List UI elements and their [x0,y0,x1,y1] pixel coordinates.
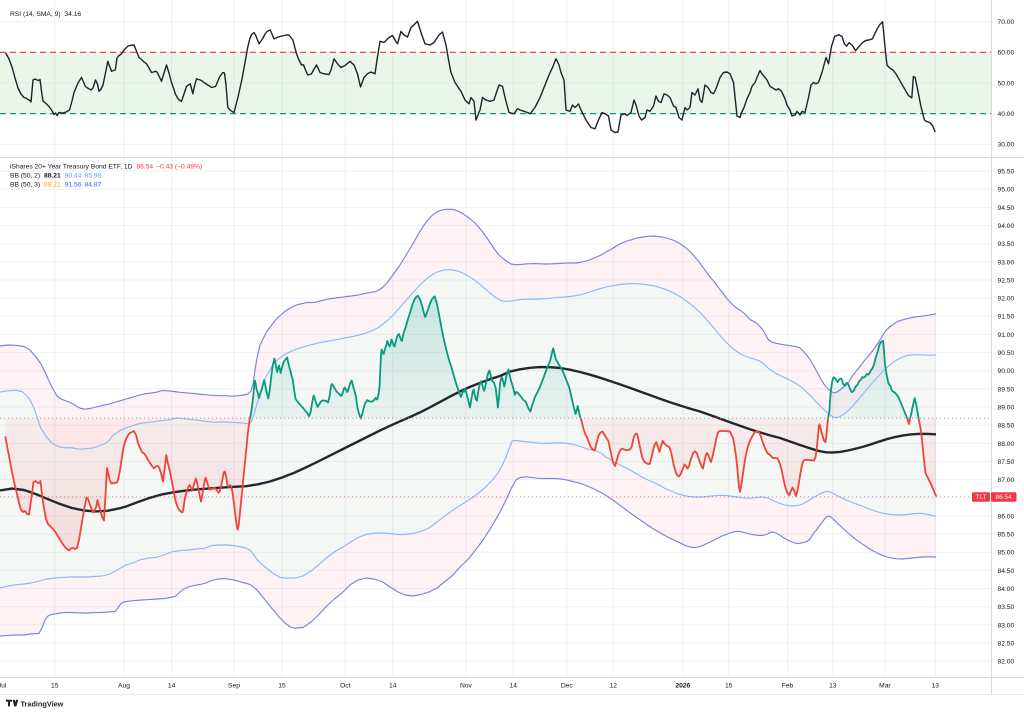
svg-text:82.00: 82.00 [998,659,1015,666]
svg-text:91.50: 91.50 [998,314,1015,321]
svg-text:90.50: 90.50 [998,350,1015,357]
svg-text:40.00: 40.00 [998,111,1015,118]
svg-text:TradingView: TradingView [21,699,64,708]
svg-text:Jul: Jul [0,682,7,689]
svg-text:86.54: 86.54 [996,494,1013,501]
svg-text:93.00: 93.00 [998,259,1015,266]
svg-text:70.00: 70.00 [998,19,1015,26]
svg-text:84.50: 84.50 [998,568,1015,575]
svg-text:83.50: 83.50 [998,604,1015,611]
svg-text:Nov: Nov [460,682,473,689]
svg-text:13: 13 [932,682,940,689]
svg-text:88.50: 88.50 [998,423,1015,430]
svg-text:92.50: 92.50 [998,277,1015,284]
svg-text:87.50: 87.50 [998,459,1015,466]
svg-text:13: 13 [829,682,837,689]
svg-text:15: 15 [278,682,286,689]
svg-text:TLT: TLT [976,494,987,501]
svg-text:Mar: Mar [879,682,891,689]
svg-text:Aug: Aug [118,682,130,689]
svg-text:85.00: 85.00 [998,550,1015,557]
svg-text:60.00: 60.00 [998,50,1015,57]
svg-text:12: 12 [609,682,617,689]
svg-text:93.50: 93.50 [998,241,1015,248]
svg-text:84.00: 84.00 [998,586,1015,593]
svg-text:94.50: 94.50 [998,205,1015,212]
svg-text:83.00: 83.00 [998,622,1015,629]
svg-text:88.00: 88.00 [998,441,1015,448]
svg-text:14: 14 [510,682,518,689]
svg-text:89.00: 89.00 [998,404,1015,411]
svg-text:87.00: 87.00 [998,477,1015,484]
svg-text:Sep: Sep [228,682,240,689]
svg-text:90.00: 90.00 [998,368,1015,375]
svg-text:86.00: 86.00 [998,513,1015,520]
svg-text:iShares 20+ Year Treasury Bond: iShares 20+ Year Treasury Bond ETF, 1D 8… [10,164,202,171]
svg-text:85.50: 85.50 [998,532,1015,539]
svg-text:RSI (14, SMA, 9) 34.16: RSI (14, SMA, 9) 34.16 [10,11,81,18]
svg-text:95.50: 95.50 [998,169,1015,176]
svg-text:82.50: 82.50 [998,640,1015,647]
svg-text:50.00: 50.00 [998,80,1015,87]
svg-text:14: 14 [168,682,176,689]
svg-text:Dec: Dec [561,682,574,689]
svg-text:2026: 2026 [675,682,690,689]
svg-text:15: 15 [51,682,59,689]
svg-text:95.00: 95.00 [998,187,1015,194]
svg-text:94.00: 94.00 [998,223,1015,230]
svg-text:89.50: 89.50 [998,386,1015,393]
svg-text:Oct: Oct [340,682,351,689]
svg-text:14: 14 [389,682,397,689]
svg-text:Feb: Feb [782,682,794,689]
svg-text:92.00: 92.00 [998,296,1015,303]
svg-text:91.00: 91.00 [998,332,1015,339]
svg-text:15: 15 [725,682,733,689]
svg-text:30.00: 30.00 [998,142,1015,149]
